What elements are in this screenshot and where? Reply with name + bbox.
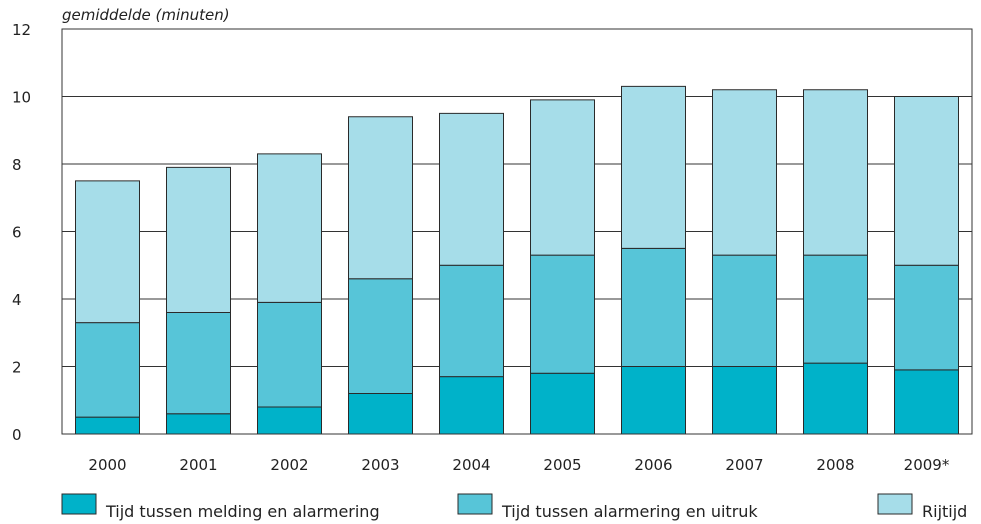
y-tick-label: 2 (12, 359, 22, 377)
bar-segment-2009-3 (894, 96, 959, 266)
x-tick-label: 2009* (904, 456, 950, 474)
bar-segment-2000-3 (75, 180, 140, 324)
bar-segment-2009-2 (894, 264, 959, 371)
bars (75, 85, 959, 435)
bar-segment-2008-1 (803, 362, 868, 435)
bar-segment-2005-3 (530, 99, 595, 256)
bar-segment-2001-3 (166, 166, 231, 313)
bar-segment-2000-1 (75, 416, 140, 435)
bar-segment-2001-1 (166, 413, 231, 435)
bar-segment-2003-3 (348, 116, 413, 280)
x-tick-label: 2007 (725, 456, 763, 474)
bar-segment-2001-2 (166, 312, 231, 415)
bar-segment-2002-3 (257, 153, 322, 303)
bar-segment-2008-3 (803, 89, 868, 256)
bar-segment-2007-3 (712, 89, 777, 256)
bar-segment-2005-2 (530, 254, 595, 374)
bar-segment-2006-2 (621, 247, 686, 367)
bar-segment-2004-3 (439, 112, 504, 266)
y-axis-ticks: 0 2 4 6 8 10 12 (12, 21, 31, 444)
bar-segment-2007-2 (712, 254, 777, 367)
legend: Tijd tussen melding en alarmering Tijd tu… (61, 493, 967, 521)
bar-segment-2007-1 (712, 366, 777, 435)
y-tick-label: 12 (12, 21, 31, 39)
plot-frame (61, 28, 973, 435)
bar-segment-2003-1 (348, 393, 413, 435)
legend-swatch (877, 493, 913, 515)
x-tick-label: 2005 (543, 456, 581, 474)
x-tick-label: 2004 (452, 456, 490, 474)
legend-swatch (457, 493, 493, 515)
x-tick-label: 2006 (634, 456, 672, 474)
y-tick-label: 4 (12, 291, 22, 309)
bar-segment-2005-1 (530, 372, 595, 435)
x-tick-label: 2000 (88, 456, 126, 474)
bar-segment-2008-2 (803, 254, 868, 364)
bar-segment-2002-1 (257, 406, 322, 435)
x-tick-label: 2002 (270, 456, 308, 474)
legend-swatch (61, 493, 97, 515)
bar-segment-2002-2 (257, 301, 322, 408)
y-tick-label: 10 (12, 89, 31, 107)
x-axis-ticks: 2000 2001 2002 2003 2004 2005 2006 2007 2008 2009… (88, 456, 949, 474)
y-axis-unit-label: gemiddelde (minuten) (62, 6, 230, 24)
bar-segment-2009-1 (894, 369, 959, 435)
y-tick-label: 0 (12, 426, 22, 444)
bar-segment-2004-1 (439, 376, 504, 435)
legend-label: Tijd tussen melding en alarmering (105, 502, 380, 521)
bar-segment-2000-2 (75, 322, 140, 418)
bar-segment-2004-2 (439, 264, 504, 378)
y-tick-label: 6 (12, 224, 22, 242)
legend-label: Tijd tussen alarmering en uitruk (501, 502, 758, 521)
bar-segment-2006-1 (621, 366, 686, 435)
bar-segment-2003-2 (348, 278, 413, 394)
y-tick-label: 8 (12, 156, 22, 174)
x-tick-label: 2008 (816, 456, 854, 474)
bar-segment-2006-3 (621, 85, 686, 249)
x-tick-label: 2001 (179, 456, 217, 474)
x-tick-label: 2003 (361, 456, 399, 474)
legend-label: Rijtijd (922, 502, 967, 521)
